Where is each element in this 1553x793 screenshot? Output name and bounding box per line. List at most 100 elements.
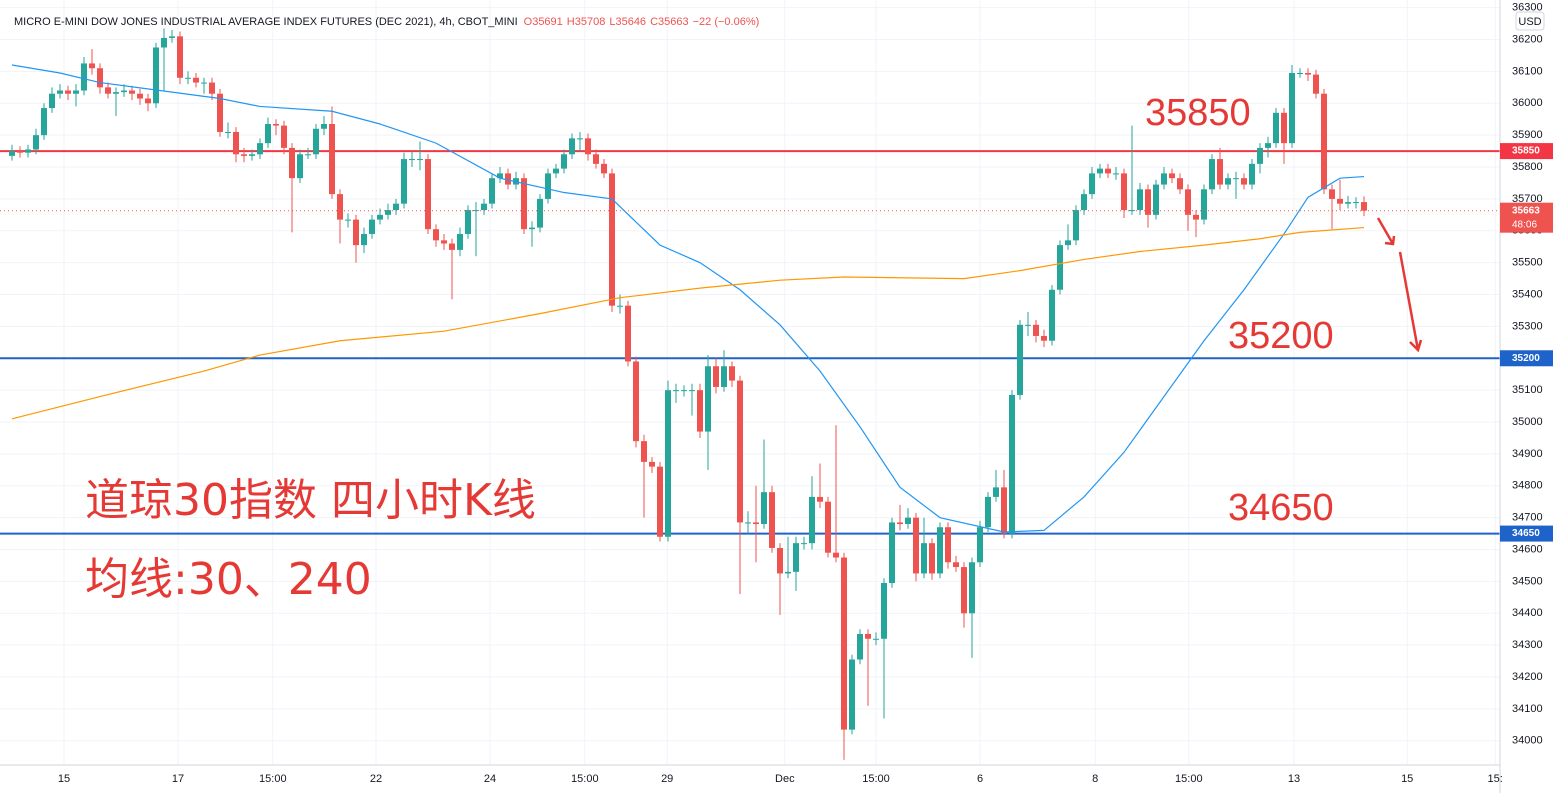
- candle-body: [1153, 184, 1159, 215]
- candle-body: [1081, 194, 1087, 211]
- candle-body: [1049, 289, 1055, 341]
- candle-body: [881, 582, 887, 639]
- candle-body: [873, 638, 879, 640]
- candle-body: [313, 128, 319, 155]
- candle-body: [417, 159, 423, 161]
- candle-body: [681, 390, 687, 392]
- candle-body: [761, 492, 767, 525]
- candle-body: [489, 178, 495, 204]
- candle-body: [225, 131, 231, 133]
- candle-body: [865, 633, 871, 639]
- candle-body: [753, 522, 759, 525]
- candle-body: [9, 151, 15, 156]
- candle-body: [1289, 72, 1295, 144]
- candle-body: [953, 562, 959, 568]
- candle-body: [809, 496, 815, 544]
- annotation: 34650: [1228, 487, 1334, 529]
- chart-title: MICRO E-MINI DOW JONES INDUSTRIAL AVERAG…: [14, 16, 518, 28]
- candle-body: [281, 125, 287, 148]
- candle-body: [121, 90, 127, 93]
- candle-body: [265, 123, 271, 144]
- candle-body: [777, 547, 783, 574]
- candle-body: [833, 552, 839, 558]
- candle-body: [817, 496, 823, 502]
- candle-body: [161, 37, 167, 48]
- candle-body: [1329, 189, 1335, 199]
- candle-body: [1297, 72, 1303, 74]
- candle-body: [289, 147, 295, 179]
- candle-body: [609, 173, 615, 306]
- candle-body: [993, 487, 999, 497]
- candle-body: [705, 366, 711, 432]
- candle-body: [1017, 324, 1023, 395]
- candle-body: [1073, 210, 1079, 241]
- price-tag-label: 34650: [1512, 528, 1540, 539]
- y-tick-label: 36200: [1512, 33, 1543, 45]
- x-tick-label: 29: [661, 773, 673, 785]
- candle-body: [33, 135, 39, 150]
- candle-body: [465, 210, 471, 234]
- candle-body: [553, 168, 559, 174]
- candle-body: [425, 159, 431, 230]
- candle-body: [249, 154, 255, 156]
- x-tick-label: 15:00: [1175, 773, 1203, 785]
- candle-body: [1233, 178, 1239, 180]
- candle-body: [329, 123, 335, 195]
- candle-body: [169, 36, 175, 38]
- y-tick-label: 35700: [1512, 193, 1543, 205]
- y-tick-label: 34600: [1512, 543, 1543, 555]
- candle-body: [1257, 147, 1263, 164]
- x-tick-label: 17: [172, 773, 184, 785]
- candle-body: [697, 390, 703, 432]
- ohlc-value: C35663: [650, 16, 689, 28]
- candle-body: [369, 219, 375, 234]
- candle-body: [673, 390, 679, 392]
- candle-body: [1209, 159, 1215, 190]
- candle-body: [649, 461, 655, 467]
- candle-body: [1193, 214, 1199, 220]
- y-tick-label: 36300: [1512, 2, 1543, 14]
- candle-body: [25, 149, 31, 153]
- x-tick-label: 13: [1288, 773, 1300, 785]
- candle-body: [937, 527, 943, 574]
- candle-body: [1201, 189, 1207, 220]
- candle-body: [945, 527, 951, 563]
- y-tick-label: 35400: [1512, 288, 1543, 300]
- candle-body: [409, 159, 415, 161]
- annotation: 35850: [1145, 92, 1251, 134]
- candle-body: [1337, 198, 1343, 204]
- candle-body: [1137, 189, 1143, 211]
- candle-body: [769, 492, 775, 548]
- y-tick-label: 36100: [1512, 65, 1543, 77]
- y-tick-label: 35800: [1512, 161, 1543, 173]
- candle-body: [793, 543, 799, 572]
- candle-body: [1177, 178, 1183, 190]
- candle-body: [1065, 240, 1071, 246]
- y-tick-label: 35000: [1512, 416, 1543, 428]
- candle-body: [113, 92, 119, 94]
- candle-body: [337, 194, 343, 220]
- x-tick-label: 15: [1401, 773, 1413, 785]
- candle-body: [49, 93, 55, 109]
- candle-body: [89, 63, 95, 69]
- candle-body: [433, 229, 439, 241]
- candle-body: [393, 203, 399, 211]
- candle-body: [1345, 202, 1351, 204]
- candle-body: [961, 567, 967, 614]
- y-tick-label: 34800: [1512, 480, 1543, 492]
- candle-body: [721, 366, 727, 387]
- x-tick-label: 24: [484, 773, 496, 785]
- currency-box[interactable]: [1515, 11, 1545, 31]
- candle-body: [633, 361, 639, 442]
- candle-body: [729, 366, 735, 381]
- candle-body: [1025, 324, 1031, 326]
- candle-body: [97, 68, 103, 88]
- candle-body: [561, 154, 567, 169]
- candle-body: [177, 36, 183, 78]
- axes: 34000 34100 34200 34300 34400 34500 34600 34700…: [58, 2, 1553, 785]
- candle-body: [321, 123, 327, 129]
- ohlc-value: O35691: [524, 16, 563, 28]
- candle-body: [153, 47, 159, 104]
